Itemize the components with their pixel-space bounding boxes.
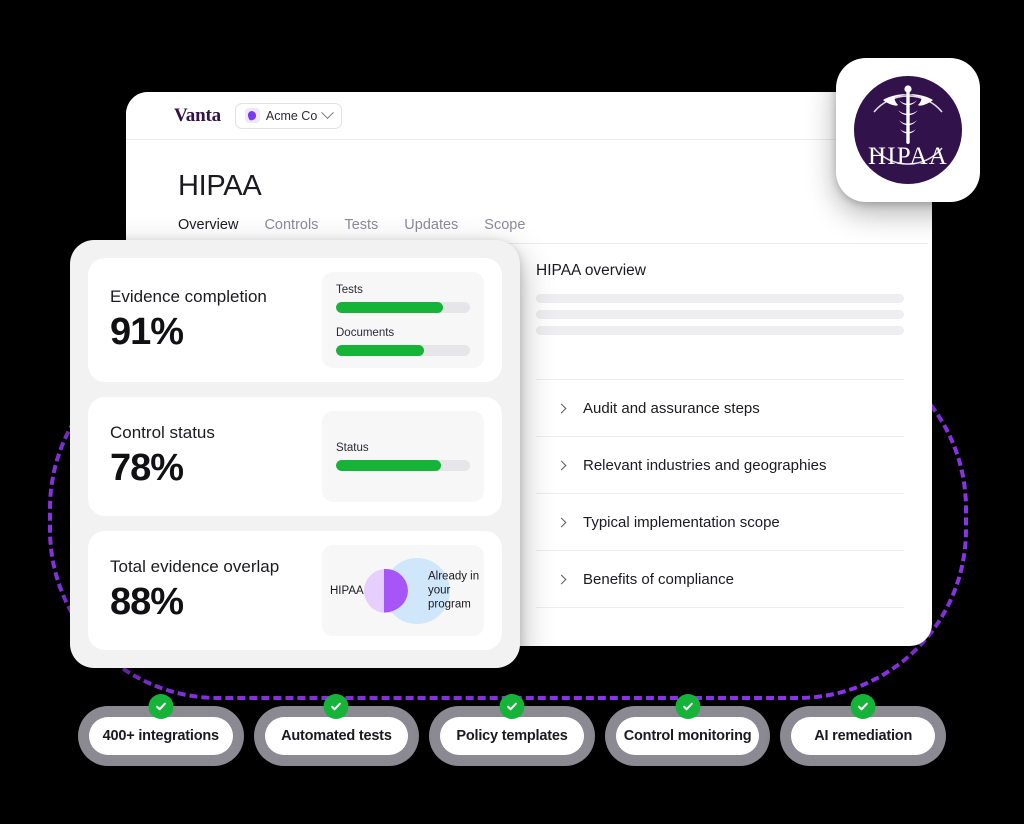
metric-card-control-status: Control status 78% Status [88,397,502,516]
accordion-item-label: Typical implementation scope [583,513,780,531]
accordion-item-label: Relevant industries and geographies [583,456,827,474]
feature-pill-automated-tests[interactable]: Automated tests [253,694,420,766]
feature-pill-integrations[interactable]: 400+ integrations [78,694,244,766]
caduceus-icon: HIPAA [854,76,962,184]
check-circle-icon [499,694,525,719]
page-title: HIPAA [178,170,262,202]
progress-bar-tests [336,302,470,313]
venn-left-label: HIPAA [330,584,364,597]
accordion-item-audit[interactable]: Audit and assurance steps [536,380,904,437]
feature-pill-ai-remediation[interactable]: AI remediation [780,694,946,766]
metric-label: Total evidence overlap [110,557,280,576]
progress-bar-status [336,460,470,471]
venn-graphic: HIPAA Already in your program [322,545,484,636]
feature-pill-row: 400+ integrations Automated tests Policy… [78,694,946,766]
svg-text:HIPAA: HIPAA [868,143,948,170]
overview-pane: HIPAA overview Audit and assurance steps… [536,262,904,608]
metric-bars: Status [322,411,484,502]
skeleton-line [536,326,904,335]
metric-value: 88% [110,581,184,623]
check-circle-icon [148,694,174,719]
app-topbar: Vanta Acme Co [126,92,932,140]
accordion-item-industries[interactable]: Relevant industries and geographies [536,437,904,494]
hipaa-certification-badge: HIPAA [836,58,980,202]
pill-label: Control monitoring [623,728,752,744]
feature-pill-control-monitoring[interactable]: Control monitoring [604,694,771,766]
pill-label: 400+ integrations [102,728,219,744]
org-switcher[interactable]: Acme Co [234,102,343,129]
venn-diagram: HIPAA Already in your program [322,545,484,636]
pill-label: Policy templates [456,728,568,744]
accordion-item-label: Audit and assurance steps [583,399,760,417]
chevron-right-icon [556,403,567,413]
check-circle-icon [675,694,701,719]
chevron-right-icon [556,460,567,470]
progress-bar-fill [336,345,425,356]
tab-tests[interactable]: Tests [344,217,379,233]
check-circle-icon [323,694,349,719]
metric-card-evidence-overlap: Total evidence overlap 88% HIPAA Already… [88,531,502,650]
metric-text-block: Total evidence overlap 88% [110,557,312,624]
bar-label-tests: Tests [336,284,363,296]
metric-label: Evidence completion [110,286,267,306]
pill-inner: Policy templates [440,717,584,755]
tab-bar: Overview Controls Tests Updates Scope [178,217,928,244]
skeleton-line [536,310,904,319]
metric-label: Control status [110,423,215,442]
accordion-item-scope[interactable]: Typical implementation scope [536,494,904,551]
metric-text-block: Evidence completion 91% [110,287,312,354]
tab-updates[interactable]: Updates [404,217,459,233]
metrics-panel: Evidence completion 91% Tests Documents … [70,240,520,668]
metric-value: 91% [110,310,184,353]
metric-bars: Tests Documents [322,272,484,368]
progress-bar-fill [336,460,441,471]
bar-label-status: Status [336,442,369,454]
chevron-right-icon [556,517,567,527]
bar-label-documents: Documents [336,327,395,339]
pill-inner: AI remediation [791,717,935,755]
pill-label: Automated tests [281,728,392,744]
check-circle-icon [850,694,876,719]
pill-inner: 400+ integrations [89,717,233,755]
chevron-right-icon [556,574,567,584]
vanta-logo: Vanta [174,104,221,126]
page-body: HIPAA Overview Controls Tests Updates Sc… [126,140,932,244]
chevron-down-icon [321,106,335,120]
venn-right-label: Already in your program [428,569,480,611]
pill-inner: Automated tests [264,717,409,755]
accordion-item-benefits[interactable]: Benefits of compliance [536,551,904,608]
accordion-item-label: Benefits of compliance [583,570,734,588]
metric-value: 78% [110,447,184,489]
accordion-list: Audit and assurance steps Relevant indus… [536,379,904,608]
skeleton-line [536,294,904,303]
progress-bar-documents [336,345,470,356]
progress-bar-fill [336,302,444,313]
tab-controls[interactable]: Controls [264,217,319,233]
pill-inner: Control monitoring [615,717,760,755]
tab-scope[interactable]: Scope [484,217,526,233]
pill-label: AI remediation [814,728,913,744]
overview-title: HIPAA overview [536,262,646,279]
org-switcher-label: Acme Co [265,108,318,123]
metric-text-block: Control status 78% [110,423,312,490]
org-blob-icon [244,108,260,123]
metric-card-evidence-completion: Evidence completion 91% Tests Documents [88,258,502,382]
feature-pill-policy-templates[interactable]: Policy templates [429,694,595,766]
